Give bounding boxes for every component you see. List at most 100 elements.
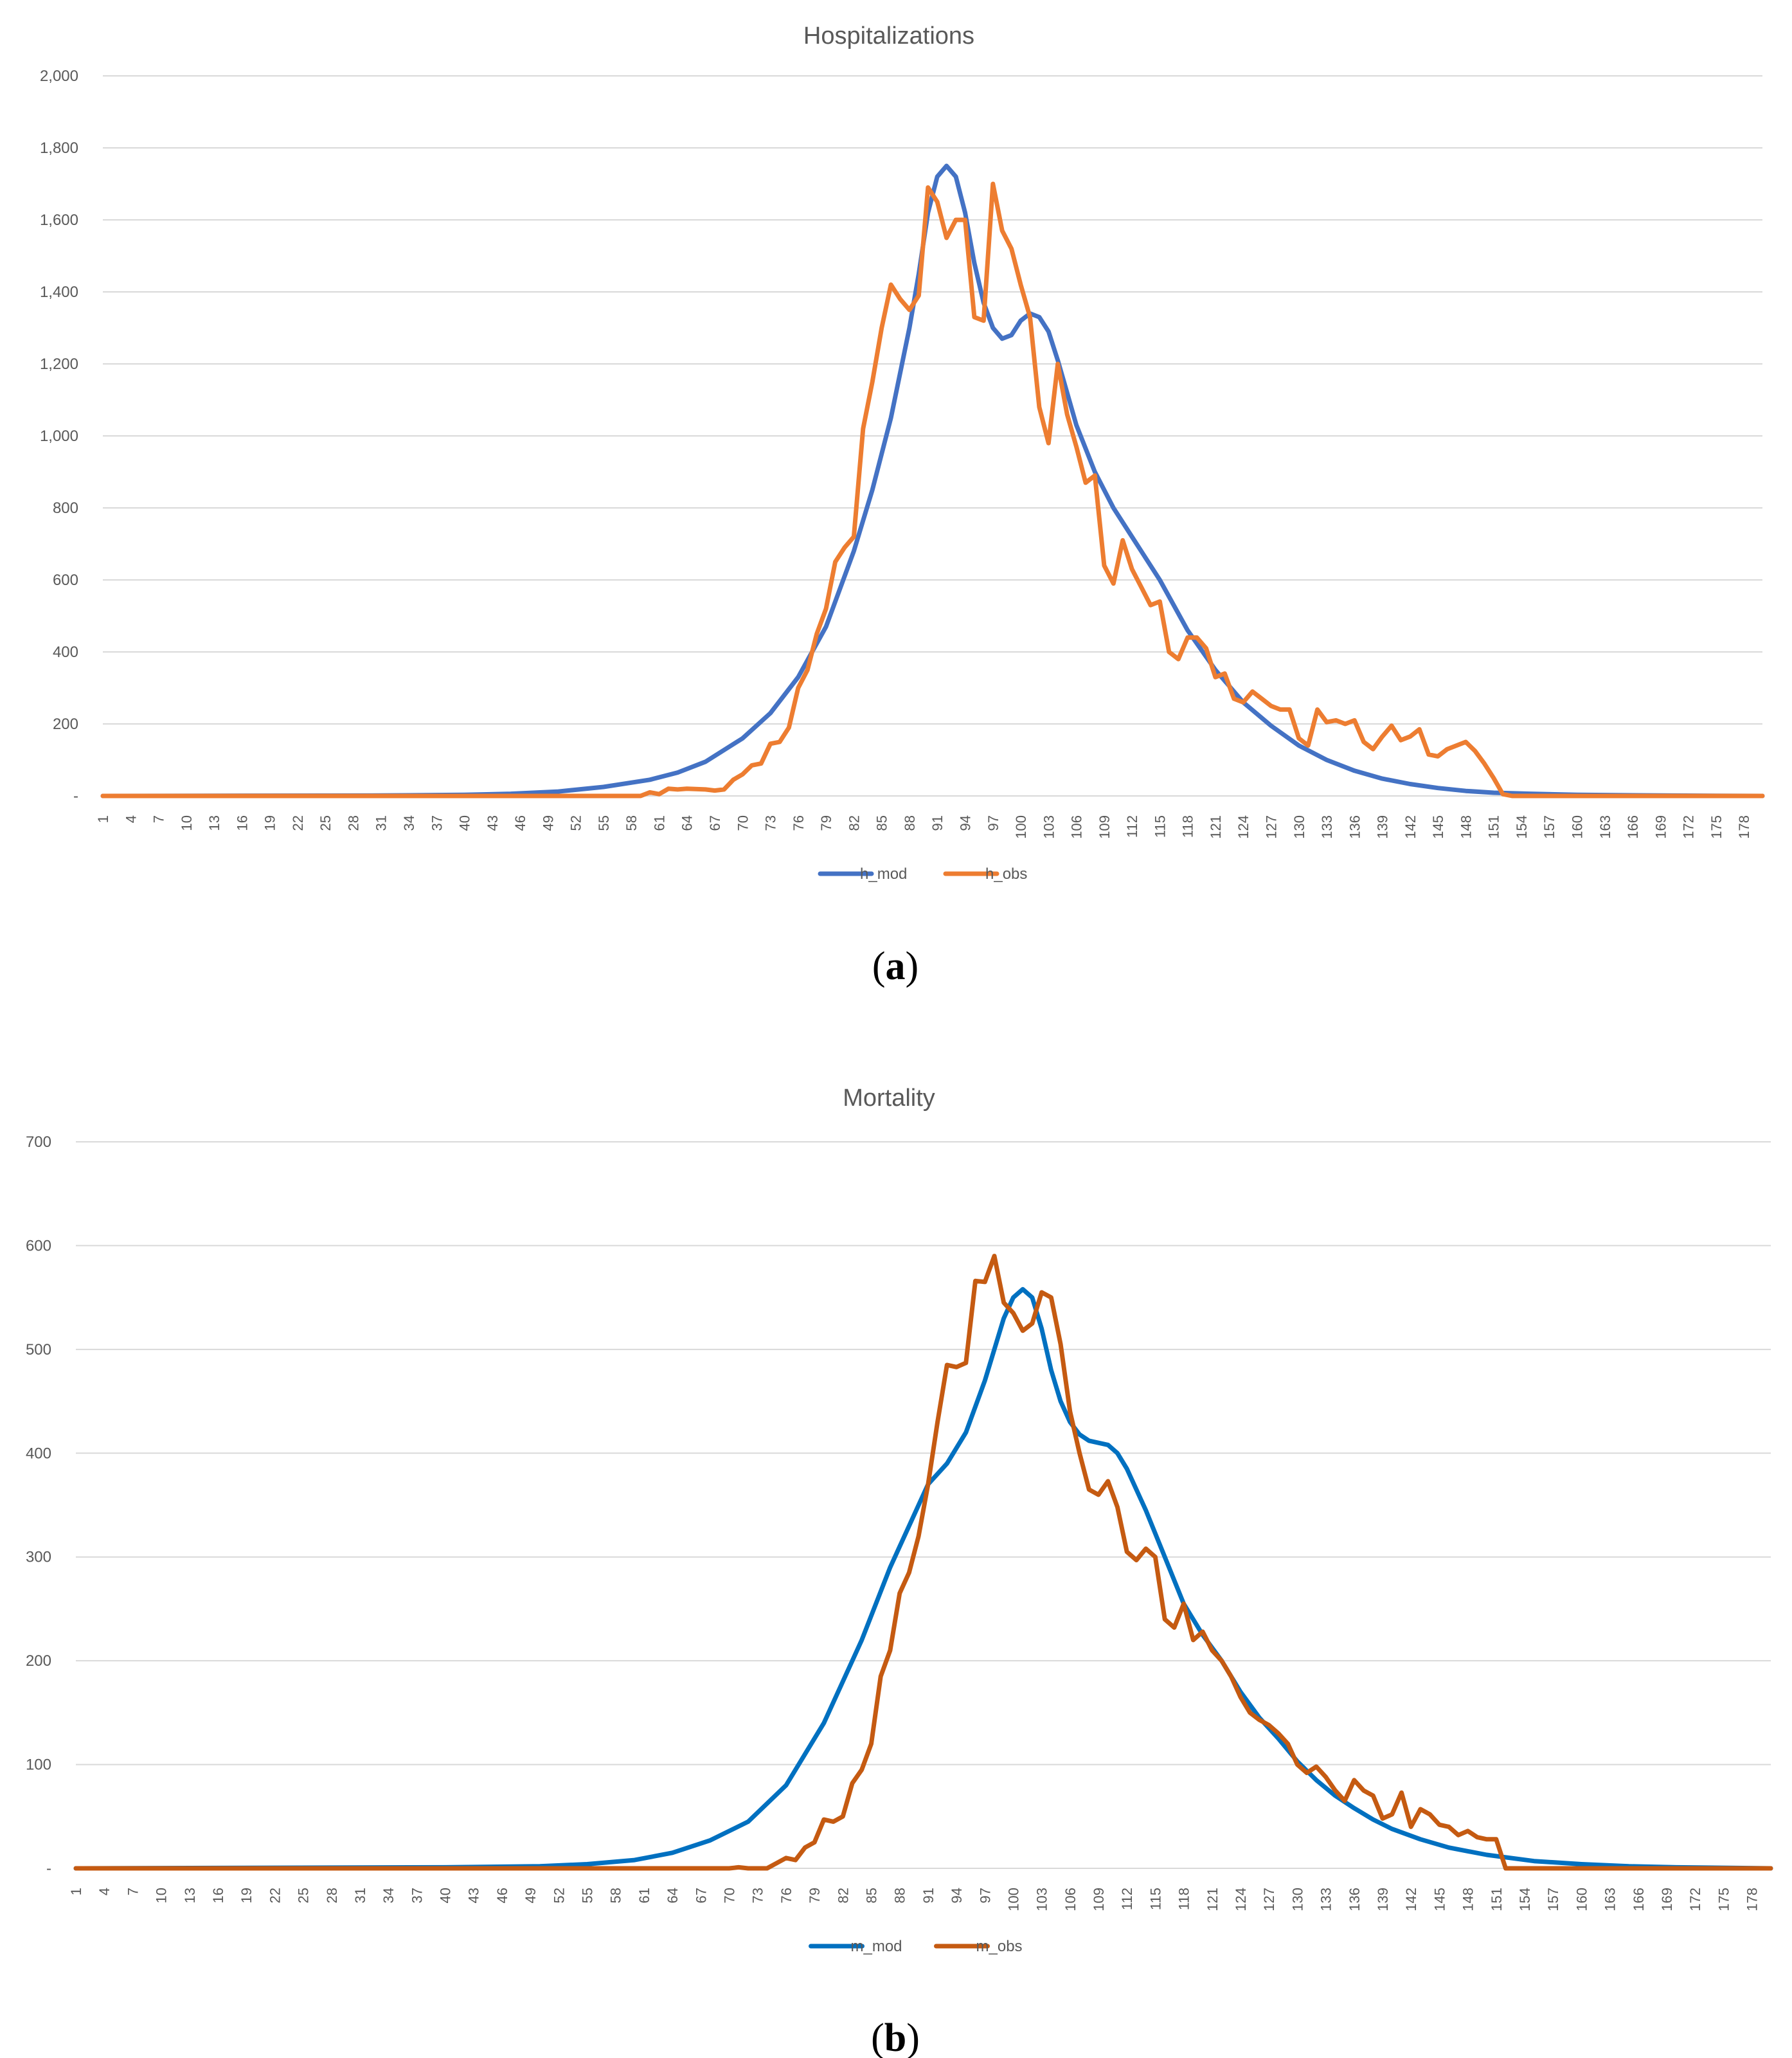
x-tick-label: 118 — [1180, 815, 1196, 838]
chart-title: Mortality — [843, 1085, 935, 1112]
y-tick-label: 1,800 — [40, 140, 78, 157]
x-tick-label: 91 — [920, 1888, 936, 1903]
x-axis: 1 4 7 10 13 16 19 22 25 28 31 34 37 40 43 46 49 52 55 58 61 6… — [68, 1888, 1761, 1911]
x-tick-label: 163 — [1602, 1888, 1618, 1911]
x-tick-label: 73 — [750, 1888, 766, 1903]
x-tick-label: 13 — [182, 1888, 198, 1903]
x-tick-label: 16 — [210, 1888, 226, 1903]
x-tick-label: 91 — [929, 815, 945, 831]
y-tick-label: 800 — [53, 500, 78, 517]
x-tick-label: 172 — [1687, 1888, 1703, 1911]
x-tick-label: 124 — [1235, 815, 1251, 839]
x-tick-label: 172 — [1681, 815, 1697, 839]
x-tick-label: 22 — [267, 1888, 283, 1903]
x-tick-label: 58 — [608, 1888, 624, 1903]
x-tick-label: 76 — [778, 1888, 794, 1903]
x-tick-label: 34 — [381, 1888, 397, 1903]
x-tick-label: 7 — [125, 1888, 141, 1895]
x-tick-label: 67 — [707, 815, 723, 831]
panel-caption: (b) — [871, 2016, 920, 2058]
x-tick-label: 115 — [1152, 815, 1168, 838]
x-tick-label: 133 — [1319, 815, 1335, 839]
y-tick-label: 1,000 — [40, 428, 78, 445]
x-tick-label: 82 — [846, 815, 862, 831]
x-tick-label: 4 — [96, 1888, 112, 1895]
x-tick-label: 85 — [874, 815, 890, 831]
x-tick-label: 85 — [863, 1888, 879, 1903]
x-tick-label: 139 — [1375, 815, 1391, 839]
y-axis: - 200 400 600 800 1,000 1,200 1,400 1,600 1,800 2,… — [40, 68, 78, 805]
x-tick-label: 157 — [1545, 1888, 1561, 1911]
x-tick-label: 64 — [679, 815, 695, 831]
plot-area — [73, 1254, 1773, 1871]
x-tick-label: 4 — [123, 815, 139, 823]
x-tick-label: 70 — [735, 815, 751, 831]
x-tick-label: 1 — [95, 815, 111, 823]
x-tick-label: 49 — [540, 815, 556, 831]
x-tick-label: 175 — [1708, 815, 1725, 839]
panel-caption-letter: b — [884, 2016, 906, 2058]
y-gridlines — [103, 75, 1762, 797]
x-tick-label: 169 — [1659, 1888, 1675, 1911]
x-tick-label: 37 — [409, 1888, 425, 1903]
x-tick-label: 10 — [154, 1888, 170, 1903]
x-tick-label: 121 — [1205, 1888, 1221, 1911]
y-tick-label: 200 — [53, 716, 78, 733]
x-tick-label: 40 — [457, 815, 473, 831]
x-tick-label: 37 — [429, 815, 445, 831]
legend: h_mod h_obs — [818, 865, 1027, 883]
x-tick-label: 1 — [68, 1888, 84, 1895]
y-tick-label: 2,000 — [40, 68, 78, 85]
x-tick-label: 10 — [179, 815, 195, 831]
x-tick-label: 106 — [1069, 815, 1085, 839]
x-tick-label: 49 — [523, 1888, 539, 1903]
series-line-m_obs — [73, 1254, 1773, 1871]
y-tick-label: 600 — [26, 1237, 51, 1254]
x-tick-label: 109 — [1097, 815, 1113, 839]
y-tick-label: 100 — [26, 1756, 51, 1774]
x-tick-label: 46 — [494, 1888, 510, 1903]
x-tick-label: 70 — [721, 1888, 737, 1903]
x-tick-label: 166 — [1631, 1888, 1647, 1911]
x-tick-label: 154 — [1514, 815, 1530, 839]
x-tick-label: 106 — [1062, 1888, 1079, 1911]
series-line-m_mod — [73, 1286, 1773, 1871]
y-tick-label: 400 — [53, 644, 78, 661]
x-tick-label: 100 — [1005, 1888, 1021, 1911]
y-tick-label: 1,600 — [40, 212, 78, 229]
y-tick-label: 500 — [26, 1341, 51, 1358]
panel-caption-letter: a — [886, 944, 906, 988]
x-tick-label: 79 — [818, 815, 834, 831]
x-tick-label: 73 — [763, 815, 779, 831]
y-tick-label: - — [73, 788, 78, 805]
x-tick-label: 61 — [651, 815, 667, 831]
x-tick-label: 34 — [401, 815, 417, 831]
x-tick-label: 178 — [1744, 1888, 1761, 1911]
series-line-h_obs — [100, 181, 1765, 799]
x-tick-label: 100 — [1013, 815, 1029, 839]
x-tick-label: 31 — [352, 1888, 368, 1903]
x-tick-label: 136 — [1347, 1888, 1363, 1911]
legend-label-m_obs: m_obs — [976, 1938, 1023, 1955]
x-tick-label: 166 — [1625, 815, 1641, 839]
x-tick-label: 25 — [318, 815, 334, 831]
series-line-h_mod — [100, 163, 1765, 799]
x-tick-label: 148 — [1460, 1888, 1476, 1911]
x-tick-label: 163 — [1597, 815, 1613, 839]
x-tick-label: 169 — [1653, 815, 1669, 839]
y-tick-label: 600 — [53, 572, 78, 589]
x-tick-label: 112 — [1124, 815, 1140, 838]
x-tick-label: 82 — [835, 1888, 851, 1903]
x-tick-label: 28 — [345, 815, 361, 831]
y-gridlines — [76, 1141, 1771, 1869]
x-tick-label: 88 — [902, 815, 918, 831]
x-tick-label: 133 — [1318, 1888, 1334, 1911]
x-tick-label: 97 — [985, 815, 1001, 831]
x-tick-label: 88 — [892, 1888, 908, 1903]
plot-area — [100, 163, 1765, 799]
chart-mortality: Mortality - 100 200 300 400 500 600 700 1 4 7 10 13… — [26, 1085, 1773, 2058]
x-tick-label: 148 — [1458, 815, 1474, 839]
y-tick-label: 1,200 — [40, 356, 78, 373]
x-tick-label: 31 — [373, 815, 390, 831]
x-tick-label: 115 — [1147, 1888, 1163, 1910]
